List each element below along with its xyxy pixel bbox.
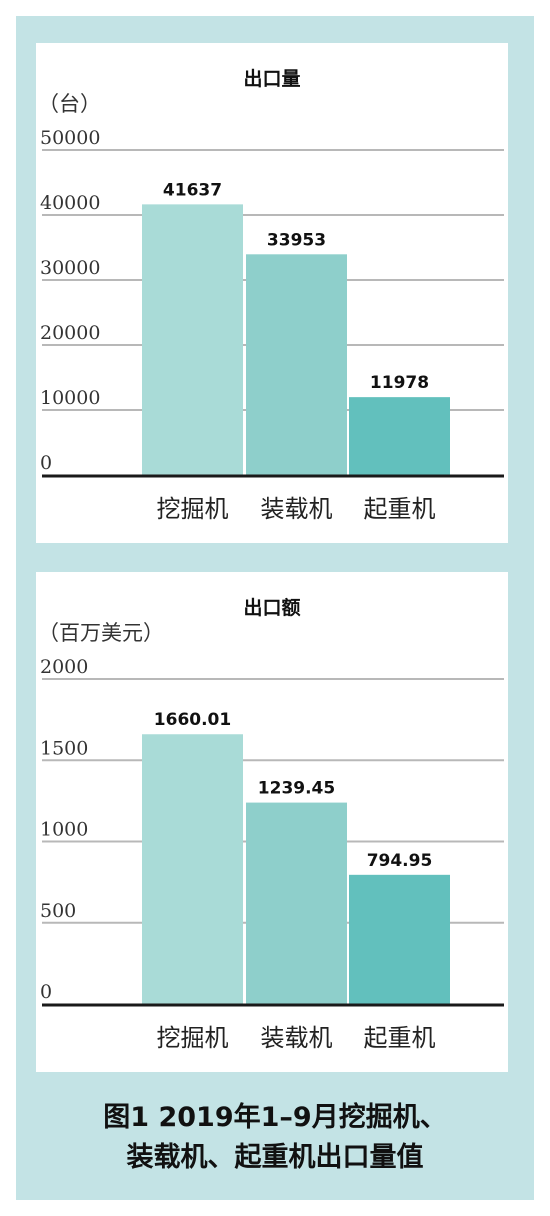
export-volume-panel: 出口量 （台） 0 10000 20000 30000 40000 50000 41637 挖掘机…	[36, 43, 508, 543]
y-tick-label: 40000	[40, 192, 100, 214]
y-tick-label: 10000	[40, 387, 100, 409]
bar	[142, 204, 243, 475]
bar	[246, 254, 347, 475]
bar-value-label: 41637	[163, 180, 222, 200]
export-volume-chart: 出口量 （台） 0 10000 20000 30000 40000 50000 41637 挖掘机…	[38, 67, 504, 523]
y-tick-label: 1000	[40, 819, 88, 841]
bar-value-label: 1239.45	[258, 779, 335, 799]
y-tick-label: 2000	[40, 656, 88, 678]
bar	[349, 397, 450, 475]
x-category-label: 起重机	[364, 495, 436, 523]
x-category-label: 挖掘机	[157, 495, 229, 523]
y-axis-unit-label: （百万美元）	[38, 621, 164, 645]
y-tick-label: 0	[40, 452, 52, 474]
bar-value-label: 33953	[267, 230, 326, 250]
bar	[246, 802, 347, 1004]
x-category-label: 起重机	[364, 1024, 436, 1052]
chart-title: 出口额	[243, 596, 300, 619]
y-tick-label: 50000	[40, 127, 100, 149]
figure-caption: 图1 2019年1–9月挖掘机、 装载机、起重机出口量值	[16, 1098, 534, 1178]
x-category-label: 装载机	[261, 1024, 333, 1052]
y-axis-unit-label: （台）	[38, 92, 101, 116]
y-tick-label: 0	[40, 981, 52, 1003]
caption-line-1: 图1 2019年1–9月挖掘机、	[103, 1102, 447, 1133]
x-category-label: 装载机	[261, 495, 333, 523]
export-value-chart: 出口额 （百万美元） 0 500 1000 1500 2000 1660.01 挖掘机 1239.…	[38, 596, 504, 1052]
x-category-label: 挖掘机	[157, 1024, 229, 1052]
export-value-panel: 出口额 （百万美元） 0 500 1000 1500 2000 1660.01 挖掘机 1239.…	[36, 572, 508, 1072]
y-tick-label: 20000	[40, 322, 100, 344]
bar-value-label: 11978	[370, 373, 429, 393]
bar	[142, 734, 243, 1004]
bar	[349, 874, 450, 1004]
bar-value-label: 794.95	[367, 851, 433, 871]
caption-line-2: 装载机、起重机出口量值	[126, 1142, 424, 1173]
y-tick-label: 1500	[40, 737, 88, 759]
y-tick-label: 30000	[40, 257, 100, 279]
y-tick-label: 500	[40, 900, 76, 922]
chart-title: 出口量	[243, 67, 300, 90]
bar-value-label: 1660.01	[154, 710, 231, 730]
